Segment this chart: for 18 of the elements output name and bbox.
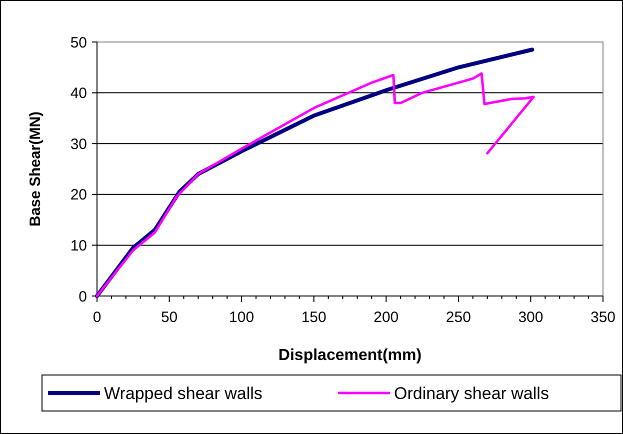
- legend-label: Ordinary shear walls: [394, 384, 549, 403]
- y-tick-label: 0: [78, 288, 87, 306]
- x-tick-label: 0: [92, 309, 102, 326]
- y-tick-label: 50: [70, 34, 87, 52]
- y-tick-label: 30: [70, 136, 87, 153]
- y-tick-label: 10: [70, 237, 87, 254]
- x-tick-label: 250: [446, 309, 471, 326]
- y-tick-label: 20: [70, 186, 87, 204]
- y-tick-label: 40: [70, 85, 87, 102]
- x-tick-label: 200: [374, 309, 399, 326]
- y-axis-title: Base Shear(MN): [27, 111, 44, 227]
- x-tick-label: 100: [229, 309, 254, 326]
- x-tick-label: 50: [160, 309, 178, 326]
- x-axis-title: Displacement(mm): [278, 347, 422, 364]
- x-tick-label: 150: [301, 309, 326, 326]
- legend-label: Wrapped shear walls: [104, 384, 262, 403]
- x-tick-label: 350: [590, 309, 616, 326]
- x-tick-label: 300: [518, 309, 544, 326]
